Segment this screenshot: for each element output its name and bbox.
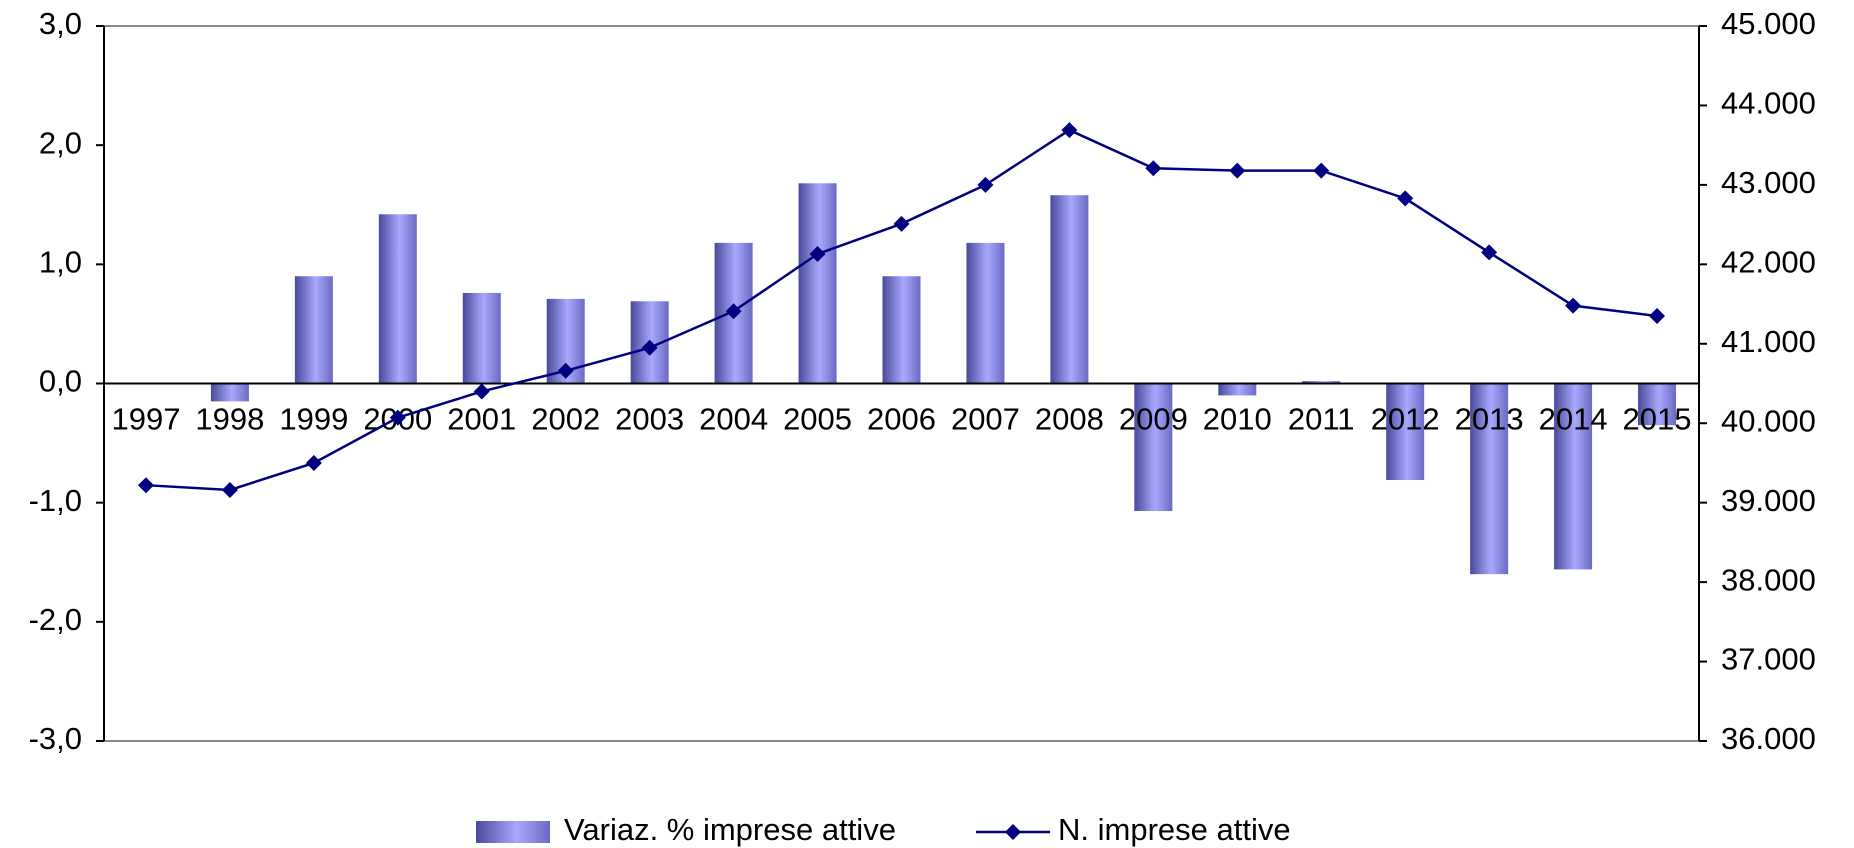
marker <box>557 362 574 379</box>
marker <box>1229 162 1246 179</box>
bar <box>1638 383 1677 426</box>
marker <box>893 215 910 232</box>
marker <box>305 454 322 471</box>
marker <box>389 409 406 426</box>
y2-tick-label: 43.000 <box>1721 165 1816 200</box>
marker <box>473 383 490 400</box>
marker <box>809 246 826 263</box>
x-tick-label: 2008 <box>1035 402 1104 437</box>
x-tick-label: 2011 <box>1288 402 1355 437</box>
marker <box>1313 162 1330 179</box>
marker <box>1481 244 1498 261</box>
marker <box>725 303 742 320</box>
marker <box>221 481 238 498</box>
x-tick-label: 2007 <box>951 402 1020 437</box>
x-tick-label: 2009 <box>1119 402 1188 437</box>
bar <box>1050 195 1089 384</box>
bar <box>1470 383 1509 575</box>
bar <box>210 383 249 402</box>
y2-tick-label: 42.000 <box>1721 245 1816 280</box>
x-tick-label: 2001 <box>447 402 516 437</box>
x-tick-label: 1999 <box>279 402 348 437</box>
marker <box>1145 160 1162 177</box>
bar <box>882 276 921 384</box>
x-tick-label: 1998 <box>195 402 264 437</box>
y-tick-label: -3,0 <box>29 721 82 756</box>
x-tick-label: 2013 <box>1455 402 1524 437</box>
bar <box>1554 383 1593 570</box>
y2-tick-label: 45.000 <box>1721 6 1816 41</box>
y2-tick-label: 39.000 <box>1721 483 1816 518</box>
y2-tick-label: 38.000 <box>1721 562 1816 597</box>
y-tick-label: 1,0 <box>39 245 82 280</box>
bar <box>462 292 501 384</box>
x-tick-label: 2012 <box>1371 402 1440 437</box>
x-tick-label: 1997 <box>111 402 180 437</box>
y2-tick-label: 40.000 <box>1721 403 1816 438</box>
x-tick-label: 2014 <box>1539 402 1608 437</box>
y2-tick-label: 44.000 <box>1721 86 1816 121</box>
y-tick-label: 0,0 <box>39 364 82 399</box>
bar <box>1134 383 1173 512</box>
bar <box>378 214 417 384</box>
x-tick-label: 2004 <box>699 402 768 437</box>
y-tick-label: 3,0 <box>39 6 82 41</box>
legend-swatch <box>476 821 550 843</box>
marker <box>1397 190 1414 207</box>
y-tick-label: -1,0 <box>29 483 82 518</box>
bar <box>1386 383 1425 481</box>
bar <box>294 276 333 384</box>
y-tick-label: 2,0 <box>39 125 82 160</box>
marker <box>1061 122 1078 139</box>
x-tick-label: 2002 <box>531 402 600 437</box>
y2-tick-label: 37.000 <box>1721 642 1816 677</box>
bar <box>966 242 1005 384</box>
bar <box>798 183 837 384</box>
marker <box>1649 307 1666 324</box>
marker <box>977 176 994 193</box>
x-tick-label: 2003 <box>615 402 684 437</box>
legend-label: N. imprese attive <box>1058 812 1291 847</box>
y-tick-label: -2,0 <box>29 602 82 637</box>
y2-tick-label: 41.000 <box>1721 324 1816 359</box>
y2-tick-label: 36.000 <box>1721 721 1816 756</box>
x-tick-label: 2005 <box>783 402 852 437</box>
bar <box>1218 383 1257 396</box>
x-tick-label: 2006 <box>867 402 936 437</box>
marker <box>137 477 154 494</box>
marker <box>641 339 658 356</box>
legend-marker <box>1005 824 1021 840</box>
x-tick-label: 2010 <box>1203 402 1272 437</box>
marker <box>1565 297 1582 314</box>
bar <box>1302 381 1341 384</box>
x-tick-label: 2015 <box>1623 402 1692 437</box>
legend-label: Variaz. % imprese attive <box>564 812 896 847</box>
